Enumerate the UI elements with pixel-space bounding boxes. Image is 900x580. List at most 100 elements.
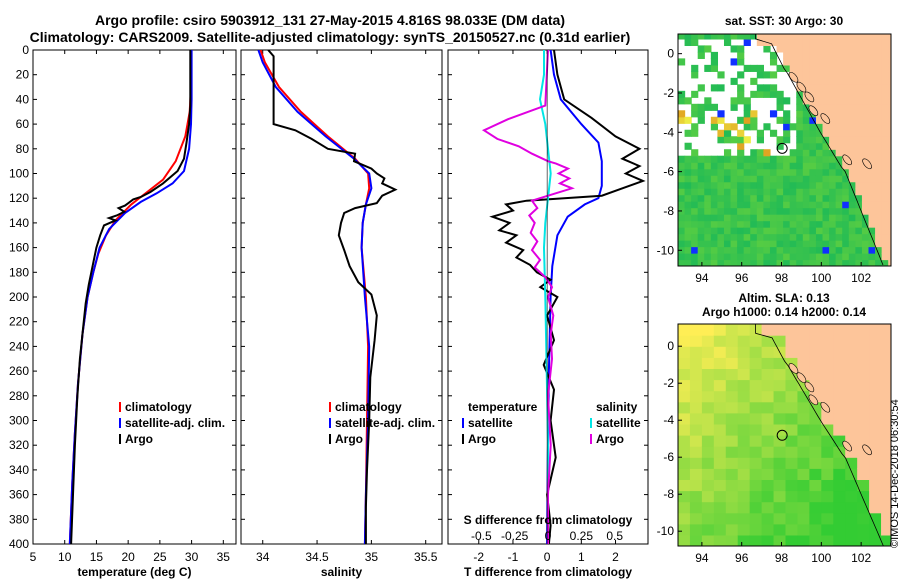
- ocean-cell: [725, 501, 739, 514]
- ocean-cell: [717, 201, 725, 209]
- land-cell: [875, 220, 883, 228]
- ocean-cell: [769, 233, 778, 241]
- ocean-cell: [783, 201, 791, 209]
- ocean-cell: [749, 357, 763, 369]
- ocean-cell: [684, 142, 692, 150]
- ocean-cell: [737, 379, 751, 392]
- ocean-cell: [697, 233, 705, 241]
- ocean-cell: [769, 207, 778, 215]
- land-cell: [802, 77, 810, 85]
- land-cell: [875, 84, 883, 92]
- land-cell: [855, 188, 863, 196]
- land-cell: [888, 155, 891, 163]
- ocean-cell: [769, 162, 778, 170]
- land-cell: [848, 168, 856, 176]
- ocean-cell: [691, 201, 699, 209]
- coastline: [755, 34, 884, 266]
- ocean-cell: [743, 168, 751, 176]
- ocean-cell: [802, 246, 810, 254]
- ocean-cell: [802, 136, 810, 144]
- ocean-cell: [704, 240, 712, 248]
- land-cell: [845, 368, 858, 381]
- land-cell: [855, 90, 863, 98]
- ocean-cell: [717, 175, 725, 183]
- salinity-diff-tick-label: -0.5: [471, 529, 492, 543]
- ocean-cell: [691, 103, 699, 111]
- ocean-cell: [723, 227, 732, 235]
- land-cell: [835, 110, 843, 118]
- ocean-cell: [789, 220, 797, 228]
- land-cell: [848, 38, 856, 47]
- salinity-diff-tick-label: 0.5: [606, 529, 623, 543]
- land-cell: [888, 233, 891, 241]
- land-cell: [875, 168, 883, 176]
- ocean-cell: [796, 233, 804, 241]
- ocean-cell: [750, 181, 758, 189]
- land-cell: [855, 58, 863, 66]
- ocean-cell: [717, 227, 725, 235]
- ocean-cell: [701, 346, 715, 358]
- land-cell: [888, 97, 891, 105]
- ocean-cell: [797, 412, 810, 425]
- ocean-cell: [756, 207, 764, 215]
- ocean-cell: [684, 233, 692, 241]
- ocean-cell: [743, 155, 751, 163]
- land-cell: [835, 90, 843, 98]
- ocean-cell: [776, 240, 784, 248]
- land-cell: [868, 58, 876, 66]
- ocean-cell: [737, 214, 745, 222]
- ocean-cell: [829, 188, 837, 196]
- ocean-cell: [678, 435, 691, 447]
- ocean-cell: [835, 240, 843, 248]
- ocean-cell: [725, 423, 739, 436]
- ocean-cell: [785, 523, 799, 536]
- ocean-cell: [691, 162, 699, 170]
- ocean-cell: [761, 534, 775, 546]
- ocean-cell: [756, 246, 764, 254]
- land-cell: [888, 149, 891, 157]
- ocean-cell: [769, 175, 778, 183]
- land-cell: [848, 34, 856, 40]
- ocean-cell: [802, 116, 810, 124]
- ocean-cell: [750, 162, 758, 170]
- ocean-cell: [785, 457, 799, 469]
- land-cell: [822, 58, 830, 66]
- land-cell: [875, 129, 883, 137]
- ocean-cell: [861, 253, 870, 261]
- land-cell: [796, 45, 804, 53]
- land-cell: [842, 45, 850, 53]
- land-cell: [855, 136, 863, 144]
- land-cell: [881, 188, 889, 196]
- ocean-cell: [701, 401, 715, 414]
- land-cell: [769, 38, 778, 47]
- ocean-cell: [835, 227, 843, 235]
- ocean-cell: [737, 90, 745, 98]
- ocean-cell: [678, 446, 691, 458]
- ocean-cell: [701, 324, 715, 336]
- map-ytick-label: -8: [663, 487, 674, 501]
- ocean-cell: [783, 227, 791, 235]
- land-cell: [842, 103, 850, 111]
- land-cell: [821, 357, 834, 369]
- ocean-cell: [809, 457, 822, 469]
- ocean-cell: [730, 168, 738, 176]
- ocean-cell: [737, 142, 745, 150]
- land-cell: [815, 84, 824, 92]
- temperature-xtick-label: 5: [30, 550, 37, 564]
- land-cell: [855, 45, 863, 53]
- ocean-cell: [750, 188, 758, 196]
- ocean-cell: [763, 227, 771, 235]
- ocean-cell: [835, 175, 843, 183]
- land-cell: [797, 368, 810, 381]
- ocean-cell: [796, 220, 804, 228]
- land-cell: [881, 149, 889, 157]
- land-cell: [829, 51, 837, 59]
- ocean-cell: [737, 188, 745, 196]
- ocean-cell: [835, 201, 843, 209]
- land-cell: [848, 149, 856, 157]
- ocean-cell: [797, 523, 810, 536]
- depth-tick-label: 280: [9, 389, 29, 403]
- ocean-cell: [835, 207, 843, 215]
- land-cell: [783, 38, 791, 47]
- ocean-cell: [761, 523, 775, 536]
